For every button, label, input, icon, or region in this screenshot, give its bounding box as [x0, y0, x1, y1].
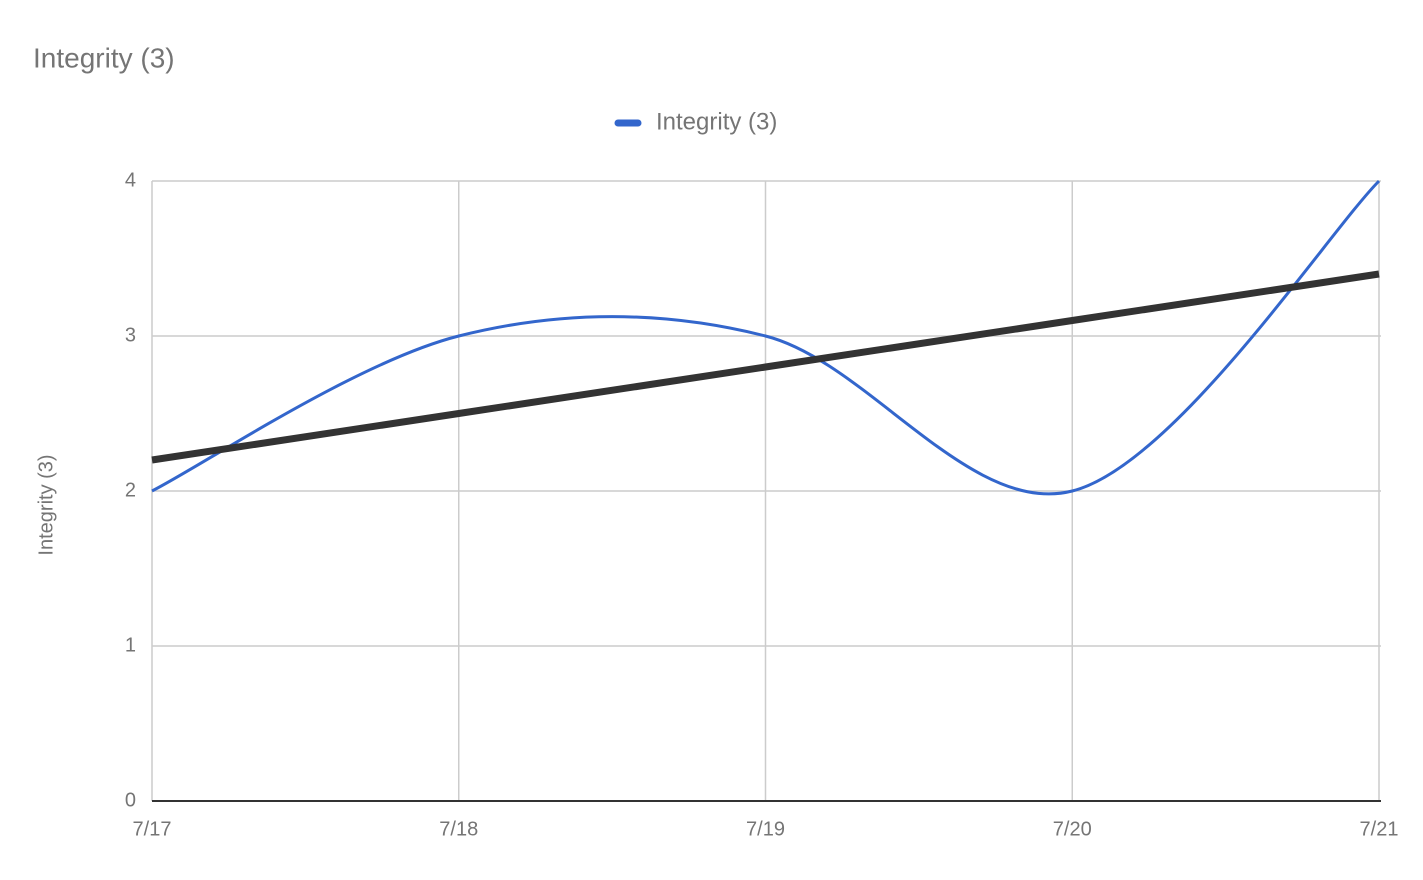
- legend-label: Integrity (3): [656, 108, 777, 135]
- x-tick-label: 7/19: [746, 818, 785, 840]
- y-tick-label: 4: [125, 169, 136, 191]
- y-tick-label: 0: [125, 789, 136, 811]
- y-tick-label: 1: [125, 634, 136, 656]
- y-tick-label: 2: [125, 479, 136, 501]
- x-tick-label: 7/20: [1053, 818, 1092, 840]
- x-tick-label: 7/17: [133, 818, 172, 840]
- y-axis-label: Integrity (3): [35, 454, 57, 555]
- x-tick-label: 7/18: [439, 818, 478, 840]
- series-line: [151, 179, 1381, 496]
- x-tick-label: 7/21: [1360, 818, 1399, 840]
- chart-title: Integrity (3): [33, 42, 175, 73]
- y-tick-label: 3: [125, 324, 136, 346]
- trendline: [151, 270, 1380, 464]
